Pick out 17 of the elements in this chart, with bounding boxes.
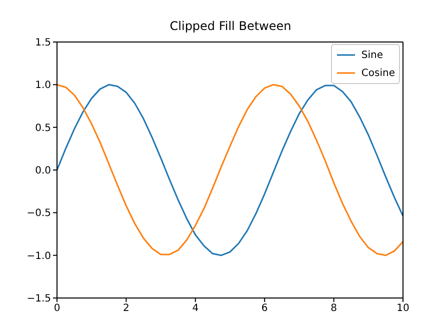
x-tick-label: 0 (54, 303, 60, 314)
y-tick-label: 0.5 (35, 122, 51, 134)
legend-label: Cosine (361, 68, 395, 78)
x-tick-label: 6 (261, 303, 268, 314)
x-tick-label: 4 (192, 303, 199, 314)
y-tick-label: −0.5 (26, 208, 51, 220)
legend-label: Sine (361, 50, 384, 60)
y-tick-label: 0.0 (35, 166, 51, 177)
line-series (57, 84, 403, 256)
y-tick-label: 1.0 (35, 80, 51, 92)
y-tick-label: 1.5 (35, 38, 51, 49)
chart-title: Clipped Fill Between (168, 19, 292, 33)
y-tick-label: −1.0 (26, 250, 51, 262)
y-tick-label: −1.5 (26, 294, 51, 305)
x-tick-label: 2 (123, 303, 130, 314)
x-tick-label: 8 (330, 303, 337, 314)
x-tick-label: 10 (396, 303, 410, 314)
